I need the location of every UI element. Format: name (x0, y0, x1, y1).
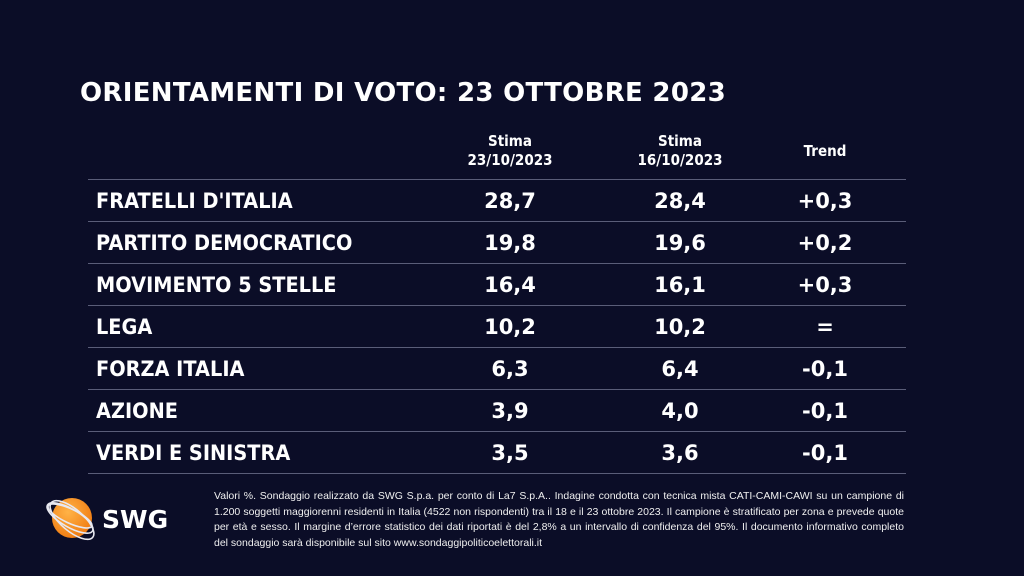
trend-value: -0,1 (802, 357, 848, 381)
page-title: ORIENTAMENTI DI VOTO: 23 OTTOBRE 2023 (80, 78, 726, 108)
table-row: LEGA 10,2 10,2 = (88, 305, 906, 347)
trend-value: = (816, 315, 834, 339)
trend-value: -0,1 (802, 399, 848, 423)
trend-value: -0,1 (802, 441, 848, 465)
header-date: 16/10/2023 (637, 151, 723, 169)
previous-value: 4,0 (661, 399, 699, 423)
party-name: FORZA ITALIA (96, 357, 245, 381)
trend-value: +0,3 (797, 273, 853, 297)
methodology-note: Valori %. Sondaggio realizzato da SWG S.… (214, 490, 904, 549)
previous-value: 3,6 (661, 441, 699, 465)
current-value: 6,3 (491, 357, 529, 381)
header-line: Trend (803, 142, 847, 160)
table-row: FORZA ITALIA 6,3 6,4 -0,1 (88, 347, 906, 389)
table-row: MOVIMENTO 5 STELLE 16,4 16,1 +0,3 (88, 263, 906, 305)
table-row: FRATELLI D'ITALIA 28,7 28,4 +0,3 (88, 179, 906, 221)
table-row: PARTITO DEMOCRATICO 19,8 19,6 +0,2 (88, 221, 906, 263)
party-name: AZIONE (96, 399, 178, 423)
current-value: 3,5 (491, 441, 529, 465)
previous-value: 10,2 (654, 315, 706, 339)
current-value: 10,2 (484, 315, 536, 339)
swg-logo: SWG (40, 488, 170, 552)
current-value: 3,9 (491, 399, 529, 423)
current-value: 19,8 (484, 231, 536, 255)
previous-value: 6,4 (661, 357, 699, 381)
table-row: VERDI E SINISTRA 3,5 3,6 -0,1 (88, 431, 906, 474)
column-header-current: Stima 23/10/2023 (434, 132, 587, 170)
current-value: 28,7 (484, 189, 536, 213)
column-header-trend: Trend (749, 142, 902, 161)
header-line: Stima (658, 132, 702, 150)
table-row: AZIONE 3,9 4,0 -0,1 (88, 389, 906, 431)
trend-value: +0,2 (797, 231, 853, 255)
header-line: Stima (488, 132, 532, 150)
previous-value: 28,4 (654, 189, 706, 213)
poll-table: FRATELLI D'ITALIA 28,7 28,4 +0,3 PARTITO … (88, 179, 906, 474)
current-value: 16,4 (484, 273, 536, 297)
trend-value: +0,3 (797, 189, 853, 213)
previous-value: 16,1 (654, 273, 706, 297)
party-name: LEGA (96, 315, 153, 339)
previous-value: 19,6 (654, 231, 706, 255)
party-name: VERDI E SINISTRA (96, 441, 291, 465)
logo-text: SWG (102, 505, 168, 534)
column-header-previous: Stima 16/10/2023 (604, 132, 757, 170)
party-name: FRATELLI D'ITALIA (96, 189, 293, 213)
party-name: PARTITO DEMOCRATICO (96, 231, 353, 255)
header-date: 23/10/2023 (467, 151, 553, 169)
party-name: MOVIMENTO 5 STELLE (96, 273, 337, 297)
